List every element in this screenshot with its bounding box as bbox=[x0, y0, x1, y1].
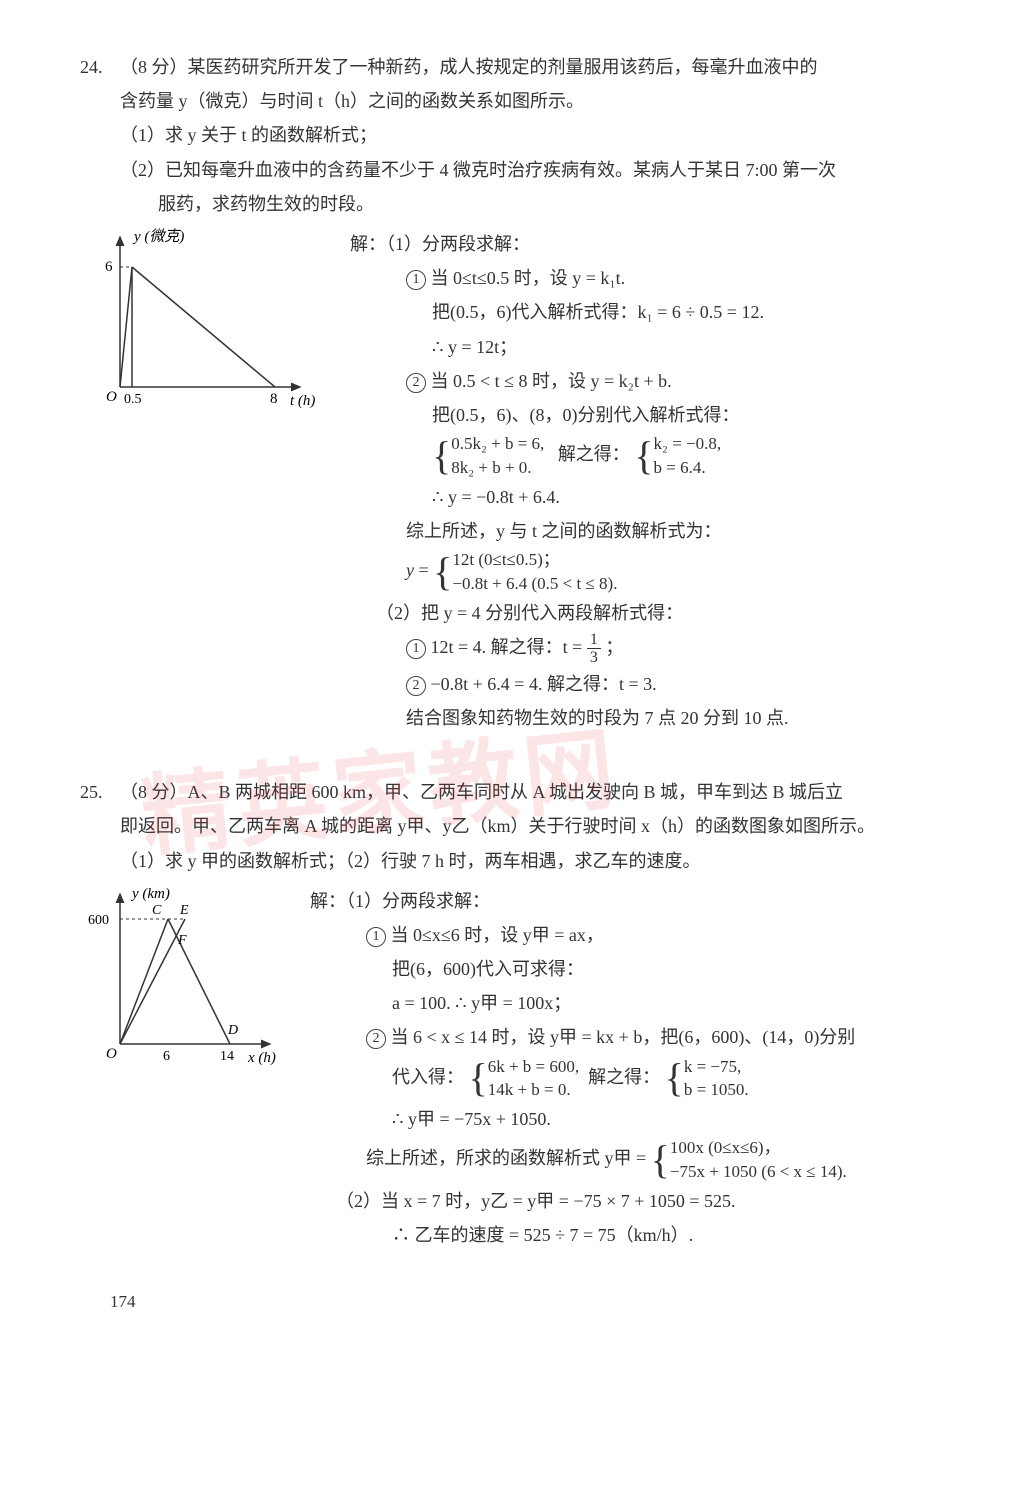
s9b: ； bbox=[605, 637, 623, 657]
sol-s3: ∴ y = 12t； bbox=[350, 330, 954, 364]
sys25c: k = −75, bbox=[684, 1055, 749, 1079]
y-axis-label-25: y (km) bbox=[130, 886, 170, 902]
problem-intro-25b: 即返回。甲、乙两车离 A 城的距离 y甲、y乙（km）关于行驶时间 x（h）的函… bbox=[80, 809, 954, 843]
sol25-s6: ∴ y甲 = −75x + 1050. bbox=[310, 1102, 954, 1136]
page-number: 174 bbox=[80, 1292, 954, 1312]
sys25a: 6k + b = 600, bbox=[488, 1055, 579, 1079]
pwb: −0.8t + 6.4 (0.5 < t ≤ 8). bbox=[452, 572, 617, 596]
x-tick-0.5: 0.5 bbox=[124, 392, 142, 407]
pw25a: 100x (0≤x≤6)， bbox=[670, 1136, 847, 1160]
problem-number: 24. bbox=[80, 50, 120, 84]
y-tick-6: 6 bbox=[105, 259, 113, 275]
sys25d: b = 1050. bbox=[684, 1078, 749, 1102]
problem-intro-line2: 含药量 y（微克）与时间 t（h）之间的函数关系如图所示。 bbox=[80, 84, 954, 118]
sol-s4-text: 当 0.5 < t ≤ 8 时，设 y = k₂t + b. bbox=[431, 371, 672, 391]
solution-25: 解：（1）分两段求解： 1 当 0≤x≤6 时，设 y甲 = ax， 把(6，6… bbox=[290, 884, 954, 1253]
question-2b: 服药，求药物生效的时段。 bbox=[80, 187, 954, 221]
chart-24: y (微克) t (h) O 6 0.5 8 bbox=[80, 227, 330, 735]
sol25-s3: a = 100. ∴ y甲 = 100x； bbox=[310, 986, 954, 1020]
problem-number-25: 25. bbox=[80, 775, 120, 809]
sol-s9: 1 12t = 4. 解之得：t = 13 ； bbox=[350, 630, 954, 667]
origin-label: O bbox=[106, 389, 117, 405]
sys1d: b = 6.4. bbox=[654, 456, 722, 480]
x-axis-label: t (h) bbox=[290, 393, 315, 409]
sol-pw: y = {12t (0≤t≤0.5)；−0.8t + 6.4 (0.5 < t … bbox=[350, 548, 954, 596]
s10t: −0.8t + 6.4 = 4. 解之得：t = 3. bbox=[431, 674, 657, 694]
sol25-s7: 综上所述，所求的函数解析式 y甲 = {100x (0≤x≤6)，−75x + … bbox=[310, 1136, 954, 1184]
sol-s10: 2 −0.8t + 6.4 = 4. 解之得：t = 3. bbox=[350, 667, 954, 701]
sol-s1: 1 当 0≤t≤0.5 时，设 y = k₁t. bbox=[350, 261, 954, 295]
sys25b: 14k + b = 0. bbox=[488, 1078, 579, 1102]
sol25-s2: 把(6，600)代入可求得： bbox=[310, 952, 954, 986]
sol-s6: ∴ y = −0.8t + 6.4. bbox=[350, 480, 954, 514]
sol25-s9: ∴ 乙车的速度 = 525 ÷ 7 = 75（km/h）. bbox=[310, 1218, 954, 1252]
x-tick-6: 6 bbox=[163, 1049, 170, 1064]
pwa: 12t (0≤t≤0.5)； bbox=[452, 548, 617, 572]
sol25-s4: 2 当 6 < x ≤ 14 时，设 y甲 = kx + b，把(6，600)、… bbox=[310, 1020, 954, 1054]
s25-5pre: 代入得： bbox=[392, 1067, 464, 1087]
sol-s1-text: 当 0≤t≤0.5 时，设 y = k₁t. bbox=[431, 268, 626, 288]
sys25mid: 解之得： bbox=[588, 1067, 660, 1087]
s25-1: 当 0≤x≤6 时，设 y甲 = ax， bbox=[391, 925, 604, 945]
problem-intro-line1: （8 分）某医药研究所开发了一种新药，成人按规定的剂量服用该药后，每毫升血液中的 bbox=[120, 50, 954, 84]
s9a: 12t = 4. 解之得：t = bbox=[431, 637, 587, 657]
problem-intro-25a: （8 分）A、B 两城相距 600 km，甲、乙两车同时从 A 城出发驶向 B … bbox=[120, 775, 954, 809]
label-D: D bbox=[227, 1023, 238, 1038]
pw25b: −75x + 1050 (6 < x ≤ 14). bbox=[670, 1160, 847, 1184]
sol-s7: 综上所述，y 与 t 之间的函数解析式为： bbox=[350, 514, 954, 548]
page: 精英家教网 24. （8 分）某医药研究所开发了一种新药，成人按规定的剂量服用该… bbox=[0, 0, 1024, 1352]
question-25: （1）求 y 甲的函数解析式；（2）行驶 7 h 时，两车相遇，求乙车的速度。 bbox=[80, 844, 954, 878]
problem-25: 25. （8 分）A、B 两城相距 600 km，甲、乙两车同时从 A 城出发驶… bbox=[80, 775, 954, 1252]
origin-25: O bbox=[106, 1046, 117, 1062]
question-2a: （2）已知每毫升血液中的含药量不少于 4 微克时治疗疾病有效。某病人于某日 7:… bbox=[80, 153, 954, 187]
sol-s5: 把(0.5，6)、(8，0)分别代入解析式得： bbox=[350, 398, 954, 432]
x-tick-8: 8 bbox=[270, 391, 278, 407]
sol25-head: 解：（1）分两段求解： bbox=[310, 884, 954, 918]
sol25-s1: 1 当 0≤x≤6 时，设 y甲 = ax， bbox=[310, 918, 954, 952]
y-tick-600: 600 bbox=[88, 913, 109, 928]
sol25-s8: （2）当 x = 7 时，y乙 = y甲 = −75 × 7 + 1050 = … bbox=[310, 1184, 954, 1218]
sol-s11: 结合图象知药物生效的时段为 7 点 20 分到 10 点. bbox=[350, 701, 954, 735]
label-F: F bbox=[177, 933, 187, 948]
s25-7: 综上所述，所求的函数解析式 y甲 = bbox=[366, 1148, 651, 1168]
sys1c: k₂ = −0.8, bbox=[654, 432, 722, 456]
sys1b: 8k₂ + b + 0. bbox=[451, 456, 544, 480]
x-tick-14: 14 bbox=[220, 1049, 234, 1064]
y-axis-label: y (微克) bbox=[132, 228, 184, 245]
sol25-sys: 代入得： {6k + b = 600,14k + b = 0. 解之得： {k … bbox=[310, 1055, 954, 1103]
sol-head: 解：（1）分两段求解： bbox=[350, 227, 954, 261]
x-axis-label-25: x (h) bbox=[247, 1050, 276, 1066]
chart-25: y (km) x (h) O 600 6 14 C E F D bbox=[80, 884, 290, 1253]
question-1: （1）求 y 关于 t 的函数解析式； bbox=[80, 118, 954, 152]
solution-24: 解：（1）分两段求解： 1 当 0≤t≤0.5 时，设 y = k₁t. 把(0… bbox=[330, 227, 954, 735]
label-E: E bbox=[179, 903, 189, 918]
s25-4: 当 6 < x ≤ 14 时，设 y甲 = kx + b，把(6，600)、(1… bbox=[391, 1027, 856, 1047]
sol-s2: 把(0.5，6)代入解析式得：k₁ = 6 ÷ 0.5 = 12. bbox=[350, 295, 954, 329]
sol-s4: 2 当 0.5 < t ≤ 8 时，设 y = k₂t + b. bbox=[350, 364, 954, 398]
label-C: C bbox=[152, 903, 162, 918]
problem-24: 24. （8 分）某医药研究所开发了一种新药，成人按规定的剂量服用该药后，每毫升… bbox=[80, 50, 954, 735]
sol-sys1: {0.5k₂ + b = 6,8k₂ + b + 0. 解之得： {k₂ = −… bbox=[350, 432, 954, 480]
sol-s8: （2）把 y = 4 分别代入两段解析式得： bbox=[350, 596, 954, 630]
sys1mid: 解之得： bbox=[558, 444, 630, 464]
sys1a: 0.5k₂ + b = 6, bbox=[451, 432, 544, 456]
